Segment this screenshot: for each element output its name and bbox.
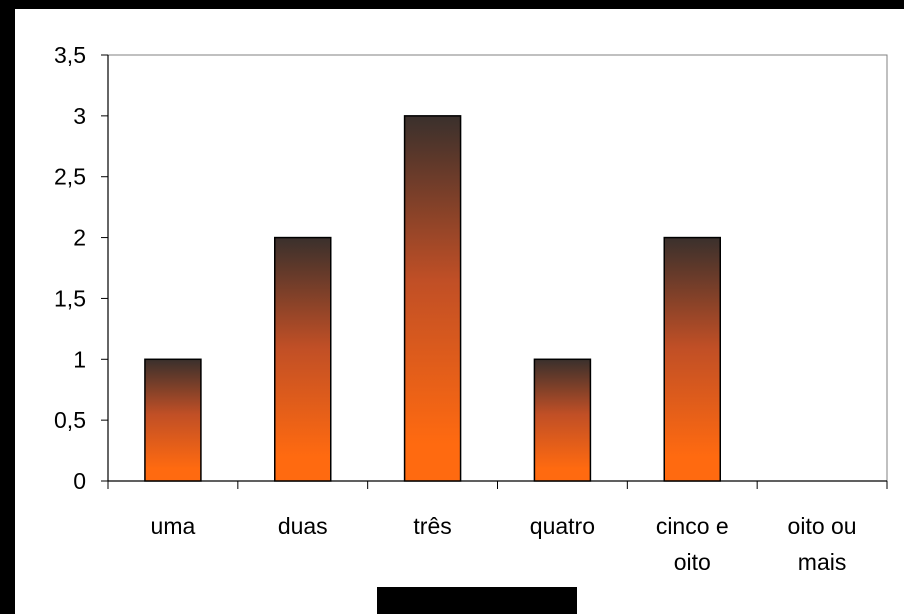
- bar: [144, 358, 202, 482]
- labels-group: 0 0,5 1 1,5 2 2,5 3 3,5 uma duas três quatro cinco e…: [54, 42, 857, 575]
- y-tick-label: 3: [73, 103, 86, 129]
- y-tick-label: 1,5: [54, 285, 86, 311]
- bar: [663, 236, 721, 482]
- bar: [533, 358, 592, 482]
- y-tick-label: 0: [73, 468, 86, 494]
- bar: [274, 236, 332, 482]
- x-tick-label: oito ou: [788, 513, 857, 539]
- y-tick-label: 1: [73, 346, 86, 372]
- y-tick-label: 3,5: [54, 42, 86, 68]
- x-tick-label: três: [413, 513, 451, 539]
- y-tick-label: 2: [73, 225, 86, 251]
- y-tick-label: 2,5: [54, 164, 86, 190]
- x-tick-label: quatro: [530, 513, 595, 539]
- x-tick-label: mais: [798, 549, 847, 575]
- legend-box: [377, 587, 577, 614]
- bars-group: [144, 115, 721, 482]
- x-tick-label: duas: [278, 513, 328, 539]
- axes: [101, 54, 888, 489]
- x-tick-label: uma: [151, 513, 196, 539]
- x-tick-label: cinco e: [656, 513, 729, 539]
- x-tick-label: oito: [674, 549, 711, 575]
- bar: [403, 115, 462, 482]
- y-tick-label: 0,5: [54, 407, 86, 433]
- plot-border: [107, 54, 888, 482]
